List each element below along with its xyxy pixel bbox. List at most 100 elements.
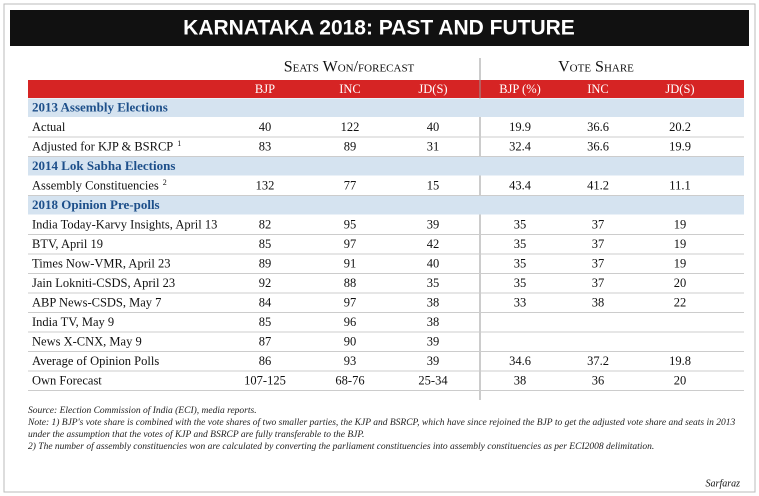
section-heading-bg	[28, 157, 744, 176]
cell: 32.4	[509, 140, 532, 154]
cell: 90	[344, 335, 357, 349]
cell: 35	[514, 257, 527, 271]
cell: 77	[344, 179, 357, 193]
cell: 25-34	[418, 374, 448, 388]
cell: 97	[344, 237, 357, 251]
cell: 39	[427, 335, 440, 349]
cell: 87	[259, 335, 272, 349]
cell: 95	[344, 218, 357, 232]
cell: 35	[427, 276, 440, 290]
row-label: India TV, May 9	[32, 315, 114, 329]
title: KARNATAKA 2018: PAST AND FUTURE	[183, 17, 575, 40]
cell: 39	[427, 218, 440, 232]
credit: Sarfaraz	[706, 478, 741, 489]
cell: 37	[592, 218, 605, 232]
cell: 36	[592, 374, 605, 388]
cell: 38	[427, 315, 440, 329]
cell: 36.6	[587, 140, 609, 154]
cell: 91	[344, 257, 357, 271]
cell: 31	[427, 140, 440, 154]
cell: 19.9	[669, 140, 691, 154]
cell: 40	[259, 120, 272, 134]
cell: 20	[674, 276, 687, 290]
note: 2) The number of assembly constituencies…	[28, 442, 655, 452]
cell: 19.9	[509, 120, 531, 134]
note: Note: 1) BJP's vote share is combined wi…	[28, 418, 736, 440]
cell: 43.4	[509, 179, 532, 193]
cell: 37	[592, 237, 605, 251]
cell: 35	[514, 276, 527, 290]
cell: 19	[674, 218, 687, 232]
cell: 37	[592, 257, 605, 271]
cell: 122	[341, 120, 360, 134]
frame	[3, 3, 756, 493]
cell: 92	[259, 276, 272, 290]
cell: 42	[427, 237, 440, 251]
cell: 20	[674, 374, 687, 388]
row-label: Jain Lokniti-CSDS, April 23	[32, 276, 175, 290]
cell: 82	[259, 218, 272, 232]
row-label: India Today-Karvy Insights, April 13	[32, 218, 217, 232]
cell: 40	[427, 257, 440, 271]
row-label: Assembly Constituencies 2	[32, 178, 167, 193]
cell: 34.6	[509, 354, 531, 368]
cell: 39	[427, 354, 440, 368]
group-header: Vote Share	[558, 59, 634, 76]
cell: 68-76	[335, 374, 364, 388]
cell: 15	[427, 179, 440, 193]
row-label: BTV, April 19	[32, 237, 103, 251]
section-heading: 2014 Lok Sabha Elections	[32, 158, 175, 173]
note: Source: Election Commission of India (EC…	[28, 406, 257, 416]
row-label: Times Now-VMR, April 23	[32, 257, 170, 271]
row-label: Average of Opinion Polls	[32, 354, 159, 368]
cell: 85	[259, 315, 272, 329]
row-label: Actual	[32, 120, 66, 134]
cell: 83	[259, 140, 272, 154]
cell: 33	[514, 296, 527, 310]
footnote-mark: 1	[177, 139, 181, 148]
cell: 93	[344, 354, 357, 368]
cell: 19	[674, 257, 687, 271]
title-bar	[10, 10, 749, 46]
cell: 88	[344, 276, 357, 290]
column-header: BJP	[255, 82, 275, 96]
footnote-mark: 2	[163, 178, 167, 187]
section-heading-bg	[28, 98, 744, 117]
cell: 38	[427, 296, 440, 310]
group-header: Seats Won/forecast	[284, 59, 415, 76]
cell: 132	[256, 179, 275, 193]
section-heading-bg	[28, 196, 744, 215]
row-label: ABP News-CSDS, May 7	[32, 296, 161, 310]
section-heading: 2013 Assembly Elections	[32, 100, 168, 115]
cell: 19.8	[669, 354, 691, 368]
row-label: News X-CNX, May 9	[32, 335, 142, 349]
cell: 89	[259, 257, 272, 271]
cell: 89	[344, 140, 357, 154]
cell: 22	[674, 296, 687, 310]
cell: 86	[259, 354, 272, 368]
cell: 35	[514, 237, 527, 251]
cell: 38	[514, 374, 527, 388]
column-header: JD(S)	[418, 82, 447, 96]
cell: 37.2	[587, 354, 609, 368]
column-header: INC	[587, 82, 609, 96]
cell: 85	[259, 237, 272, 251]
cell: 84	[259, 296, 272, 310]
cell: 37	[592, 276, 605, 290]
column-header: BJP (%)	[499, 82, 541, 96]
column-header: JD(S)	[665, 82, 694, 96]
cell: 41.2	[587, 179, 609, 193]
row-label: Adjusted for KJP & BSRCP 1	[32, 139, 181, 154]
cell: 40	[427, 120, 440, 134]
cell: 36.6	[587, 120, 609, 134]
section-heading: 2018 Opinion Pre-polls	[32, 197, 160, 212]
cell: 20.2	[669, 120, 691, 134]
cell: 19	[674, 237, 687, 251]
row-label: Own Forecast	[32, 374, 102, 388]
cell: 96	[344, 315, 357, 329]
cell: 11.1	[669, 179, 690, 193]
header-row	[28, 80, 744, 98]
cell: 38	[592, 296, 605, 310]
